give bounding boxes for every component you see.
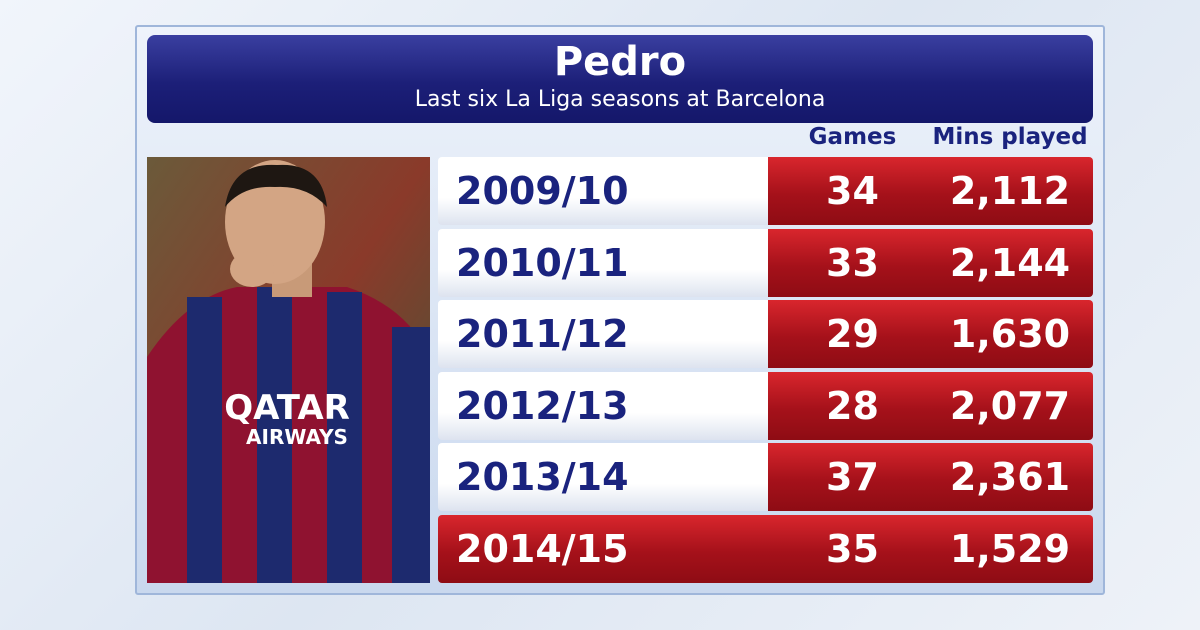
season-cell: 2014/15 <box>438 514 768 583</box>
table-row: 2012/13 28 2,077 <box>438 371 1093 440</box>
column-header: Games <box>808 124 897 150</box>
minutes-cell: 2,112 <box>949 169 1071 213</box>
minutes-cell: 1,529 <box>949 526 1071 571</box>
stat-background <box>768 228 1093 297</box>
season-cell: 2012/13 <box>438 371 768 440</box>
minutes-cell: 2,077 <box>949 383 1071 428</box>
minutes-cell: 2,144 <box>949 240 1071 285</box>
table-row: 2009/10 34 2,112 <box>438 157 1093 225</box>
season-cell: 2011/12 <box>438 300 768 368</box>
sponsor-text: QATAR <box>224 388 350 428</box>
minutes-cell: 1,630 <box>949 312 1071 356</box>
column-header: Mins played <box>932 124 1088 150</box>
stat-background <box>768 157 1093 225</box>
games-cell: 34 <box>826 169 879 213</box>
games-cell: 28 <box>826 383 879 428</box>
games-cell: 35 <box>826 526 879 571</box>
subtitle: Last six La Liga seasons at Barcelona <box>414 87 826 112</box>
stat-background <box>768 514 1093 583</box>
title-bar: Pedro Last six La Liga seasons at Barcel… <box>147 35 1093 123</box>
minutes-cell: 2,361 <box>949 455 1071 499</box>
season-cell: 2013/14 <box>438 443 768 511</box>
stat-background <box>768 371 1093 440</box>
games-cell: 29 <box>826 312 879 356</box>
stat-background <box>768 443 1093 511</box>
player-photo: QATAR AIRWAYS <box>147 157 430 583</box>
table-row: 2014/15 35 1,529 <box>438 514 1093 583</box>
season-cell: 2009/10 <box>438 157 768 225</box>
table-row: 2011/12 29 1,630 <box>438 300 1093 368</box>
sponsor-text: AIRWAYS <box>246 425 348 449</box>
title: Pedro <box>553 39 687 85</box>
table-row: 2013/14 37 2,361 <box>438 443 1093 511</box>
table-row: 2010/11 33 2,144 <box>438 228 1093 297</box>
season-cell: 2010/11 <box>438 228 768 297</box>
games-cell: 37 <box>826 455 879 499</box>
stat-background <box>768 300 1093 368</box>
games-cell: 33 <box>826 240 879 285</box>
